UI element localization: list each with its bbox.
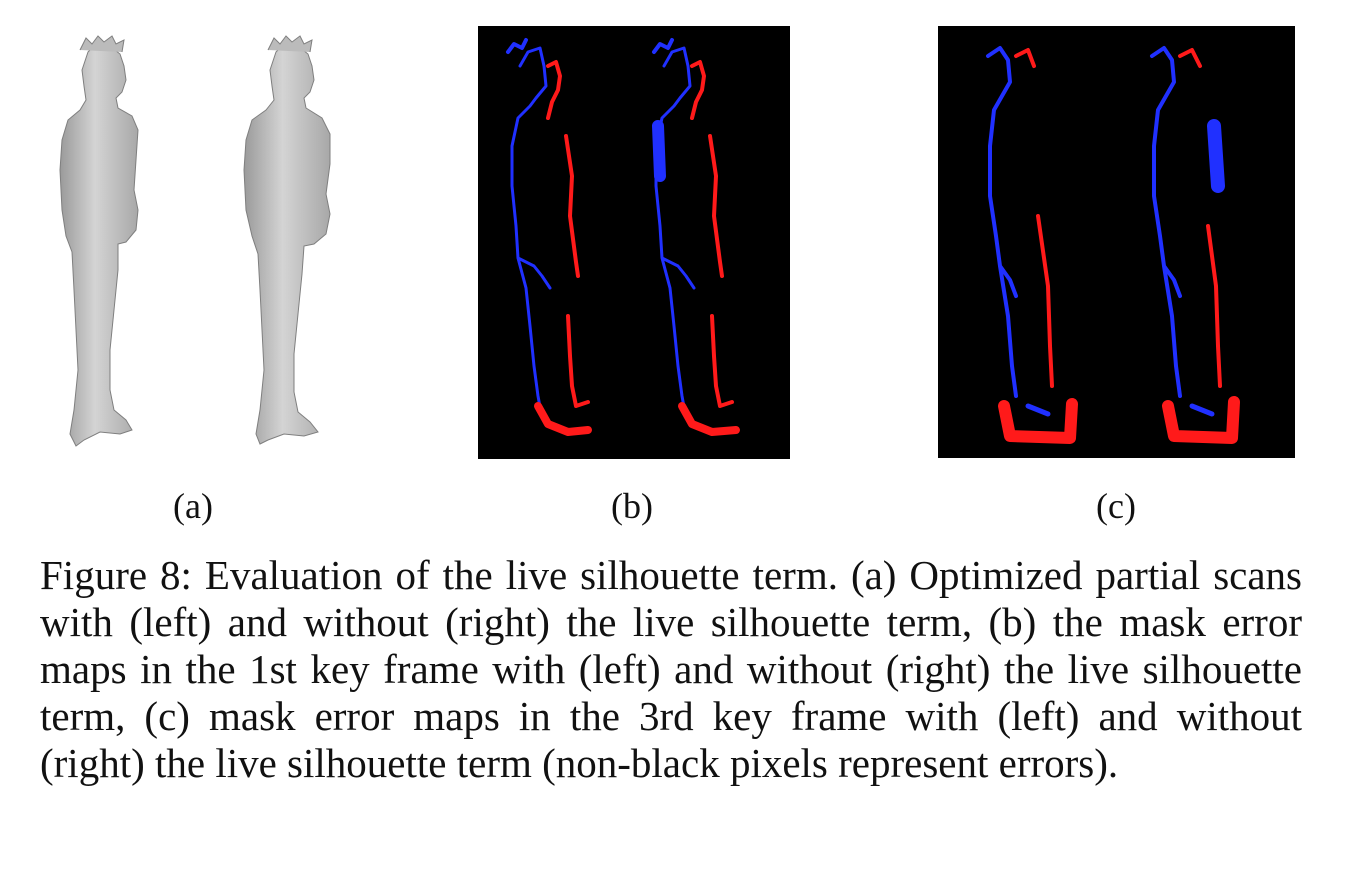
figure-caption: Figure 8: Evaluation of the live silhoue… (40, 552, 1302, 786)
scans-image (59, 35, 331, 447)
subfigure-label-a: (a) (173, 486, 213, 526)
error-map-keyframe-1 (478, 26, 790, 459)
error-map-keyframe-3 (938, 26, 1295, 458)
subfigure-label-c: (c) (1096, 486, 1136, 526)
scan-without-term (243, 35, 331, 445)
subfigure-label-b: (b) (611, 486, 653, 526)
subfigure-a-scans (40, 30, 340, 460)
subfigure-b-error-maps (478, 26, 790, 459)
subfigure-c-error-maps (938, 26, 1295, 458)
scan-with-term (59, 35, 139, 447)
